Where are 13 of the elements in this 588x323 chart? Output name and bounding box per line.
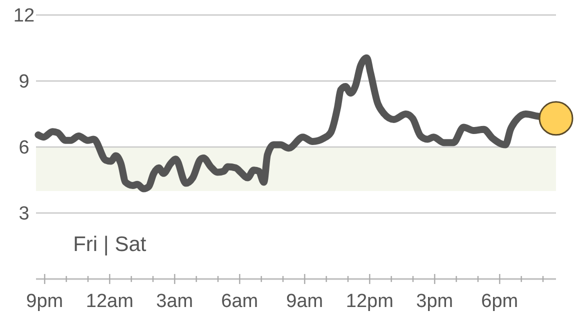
x-tick-label: 12pm [346,291,394,312]
x-tick-label: 6am [221,291,258,312]
x-tick-label: 9pm [26,291,64,312]
y-tick-label: 12 [13,6,35,27]
annotation: Fri | Sat [73,233,146,256]
x-tick-label: 3am [156,291,194,312]
x-tick-label: 6pm [481,291,518,312]
x-tick-label: 9am [286,291,324,312]
y-tick-label: 3 [18,204,30,225]
x-tick-label: 3pm [416,291,454,312]
y-tick-label: 6 [18,138,30,159]
x-tick-label: 12am [86,291,134,312]
y-tick-label: 9 [18,72,30,93]
